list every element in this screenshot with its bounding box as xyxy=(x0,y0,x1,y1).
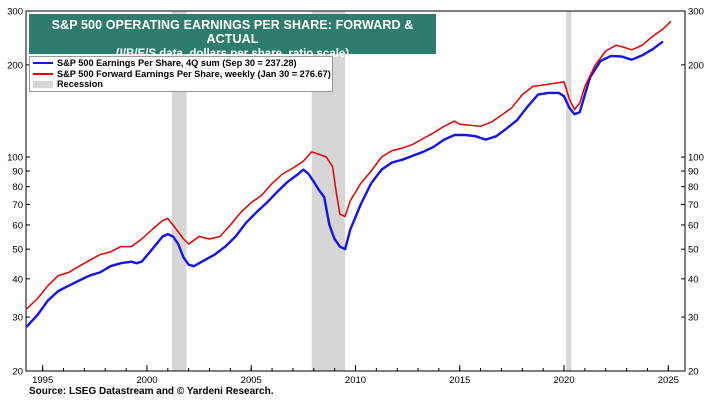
series-line-forward-eps xyxy=(26,21,672,310)
ytick-label-right: 30 xyxy=(688,313,699,324)
series-line-actual-eps xyxy=(25,41,664,328)
xtick-label: 2010 xyxy=(345,375,366,386)
ytick-label-left: 40 xyxy=(12,274,23,285)
recession-band-3 xyxy=(566,11,572,371)
legend-label-actual: S&P 500 Earnings Per Share, 4Q sum (Sep … xyxy=(57,58,297,69)
series-lines xyxy=(25,21,672,328)
ytick-label-left: 20 xyxy=(12,367,23,378)
ytick-label-right: 50 xyxy=(688,245,699,256)
ytick-label-right: 60 xyxy=(688,220,699,231)
legend-item-actual: S&P 500 Earnings Per Share, 4Q sum (Sep … xyxy=(33,58,332,69)
ytick-label-right: 20 xyxy=(688,367,699,378)
ytick-label-right: 70 xyxy=(688,200,699,211)
recession-band-1 xyxy=(171,11,187,371)
ytick-label-right: 80 xyxy=(688,182,699,193)
ytick-label-left: 50 xyxy=(12,245,23,256)
ytick-label-right: 40 xyxy=(688,274,699,285)
legend: S&P 500 Earnings Per Share, 4Q sum (Sep … xyxy=(29,56,333,92)
legend-swatch-actual xyxy=(33,62,53,65)
ytick-label-left: 300 xyxy=(7,7,23,18)
source-note: Source: LSEG Datastream and © Yardeni Re… xyxy=(29,386,274,397)
ytick-label-left: 70 xyxy=(12,200,23,211)
xtick-label: 2015 xyxy=(449,375,470,386)
ytick-label-left: 200 xyxy=(7,60,23,71)
ytick-label-left: 60 xyxy=(12,220,23,231)
ytick-label-left: 90 xyxy=(12,167,23,178)
legend-item-recession: Recession xyxy=(33,79,332,90)
ytick-label-right: 90 xyxy=(688,167,699,178)
xtick-label: 2005 xyxy=(241,375,262,386)
legend-label-forward: S&P 500 Forward Earnings Per Share, week… xyxy=(57,68,331,79)
ytick-label-right: 100 xyxy=(688,153,704,164)
ytick-label-right: 300 xyxy=(688,7,704,18)
ytick-label-left: 100 xyxy=(7,153,23,164)
legend-swatch-recession xyxy=(33,80,53,88)
ytick-label-right: 200 xyxy=(688,60,704,71)
chart-title-box: S&P 500 OPERATING EARNINGS PER SHARE: FO… xyxy=(29,14,436,60)
legend-item-forward: S&P 500 Forward Earnings Per Share, week… xyxy=(33,69,332,80)
ytick-label-left: 80 xyxy=(12,182,23,193)
xtick-label: 1995 xyxy=(32,375,53,386)
xtick-label: 2020 xyxy=(553,375,574,386)
legend-label-recession: Recession xyxy=(57,79,103,90)
xtick-label: 2000 xyxy=(136,375,157,386)
legend-swatch-forward xyxy=(33,72,53,75)
ytick-label-left: 30 xyxy=(12,313,23,324)
xtick-label: 2025 xyxy=(658,375,679,386)
chart-title: S&P 500 OPERATING EARNINGS PER SHARE: FO… xyxy=(51,18,414,46)
